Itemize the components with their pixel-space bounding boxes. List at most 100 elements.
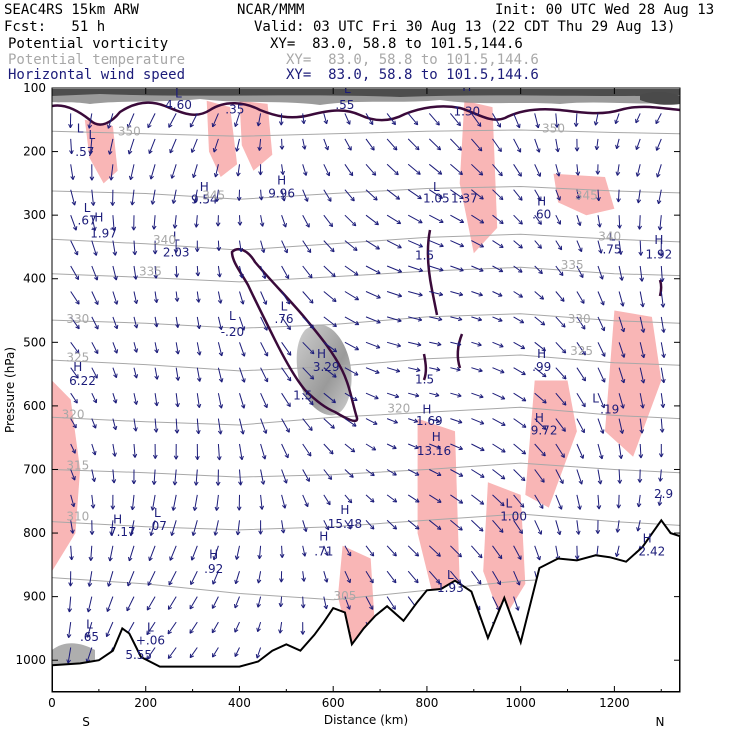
wind-vector-head: [107, 124, 112, 129]
wind-vector-head: [640, 353, 646, 359]
theta-label: 330: [66, 312, 89, 326]
wind-vector-head: [234, 555, 240, 560]
wind-vector-head: [218, 404, 224, 409]
wind-vector: [88, 113, 93, 129]
theta-label: 350: [542, 122, 565, 136]
wind-vector: [597, 494, 600, 510]
wind-vector: [492, 341, 504, 348]
wind-vector-head: [238, 247, 244, 253]
wind-vector-head: [126, 606, 131, 612]
theta-label: 340: [153, 233, 176, 247]
wind-vector: [148, 545, 156, 561]
wind-vector: [109, 545, 114, 562]
wind-vector: [656, 164, 662, 178]
wind-vector-head: [350, 196, 355, 202]
wind-vector: [595, 113, 599, 126]
wind-vector: [196, 342, 201, 356]
wind-vector-head: [418, 292, 423, 297]
wind-vector: [408, 367, 421, 371]
y-tick-label: 900: [23, 590, 46, 604]
wind-vector-head: [418, 219, 423, 224]
wind-vector: [174, 469, 177, 486]
wind-vector: [91, 265, 98, 281]
extremum-label: H: [537, 195, 546, 209]
theta-label: 350: [118, 125, 141, 139]
wind-vector-head: [660, 403, 666, 408]
wind-vector-head: [286, 351, 292, 356]
wind-vector: [555, 443, 565, 458]
wind-vector: [386, 163, 399, 176]
wind-vector: [112, 316, 118, 329]
wind-vector-head: [436, 471, 442, 476]
wind-vector-head: [113, 300, 119, 305]
wind-vector-head: [638, 454, 644, 459]
wind-vector-head: [577, 221, 582, 227]
wind-vector: [133, 291, 138, 304]
wind-vector: [70, 520, 74, 534]
wind-vector: [615, 113, 620, 124]
wind-vector: [597, 342, 606, 357]
wind-vector-head: [478, 553, 483, 559]
wind-vector: [68, 622, 72, 638]
wind-vector: [217, 418, 222, 435]
wind-vector: [175, 367, 179, 381]
extremum-label: 3.29: [313, 360, 340, 374]
wind-vector: [471, 214, 484, 224]
extremum-label: H: [319, 530, 328, 544]
theta-contour-line: [52, 129, 680, 137]
wind-vector: [196, 393, 200, 408]
wind-vector-head: [304, 197, 309, 202]
wind-vector: [618, 367, 625, 384]
wind-vector-head: [499, 528, 504, 533]
wind-vector: [429, 240, 444, 247]
wind-vector: [192, 520, 198, 536]
wind-vector-head: [214, 506, 220, 511]
wind-vector: [534, 164, 541, 177]
wind-vector-head: [559, 479, 564, 485]
wind-vector-head: [278, 121, 284, 126]
wind-vector-head: [579, 273, 584, 279]
wind-vector: [281, 164, 284, 175]
wind-vector: [597, 418, 604, 434]
wind-vector-head: [620, 327, 626, 333]
wind-vector-head: [195, 430, 201, 435]
wind-vector-head: [216, 246, 222, 251]
wind-vector: [234, 596, 240, 609]
wind-vector-head: [560, 453, 565, 458]
wind-vector-head: [369, 552, 375, 557]
wind-vector: [110, 164, 114, 181]
wind-vector: [91, 342, 99, 354]
wind-vector: [386, 214, 401, 225]
wind-vector-head: [459, 194, 464, 200]
wind-vector: [168, 570, 177, 586]
wind-vector: [555, 418, 566, 432]
wind-vector-head: [500, 369, 505, 374]
wind-vector-head: [595, 529, 601, 534]
wind-vector-head: [580, 299, 585, 304]
theta-contour-line: [52, 513, 680, 531]
wind-vector: [365, 367, 380, 374]
wind-vector: [107, 113, 114, 129]
wind-vector-head: [437, 498, 442, 503]
wind-vector-head: [300, 604, 306, 609]
wind-vector-head: [302, 552, 307, 557]
wind-vector-head: [257, 146, 263, 151]
wind-vector: [344, 596, 351, 610]
x-tick-label: 0: [48, 696, 56, 710]
wind-vector: [618, 316, 625, 333]
end-label-north: N: [656, 715, 665, 729]
surface-wind-shading-left: [52, 643, 95, 666]
wind-vector: [91, 367, 98, 379]
wind-vector: [281, 138, 283, 150]
extremum-label: L: [147, 621, 154, 635]
x-tick-label: 1200: [599, 696, 630, 710]
wind-vector-head: [327, 197, 332, 202]
wind-vector-head: [132, 250, 138, 256]
wind-vector-head: [153, 274, 159, 279]
wind-vector: [112, 469, 115, 484]
wind-vector: [492, 240, 504, 248]
wind-vector: [70, 342, 80, 354]
wind-vector-head: [211, 122, 217, 128]
wind-vector-head: [283, 479, 288, 484]
wind-vector: [513, 164, 522, 177]
